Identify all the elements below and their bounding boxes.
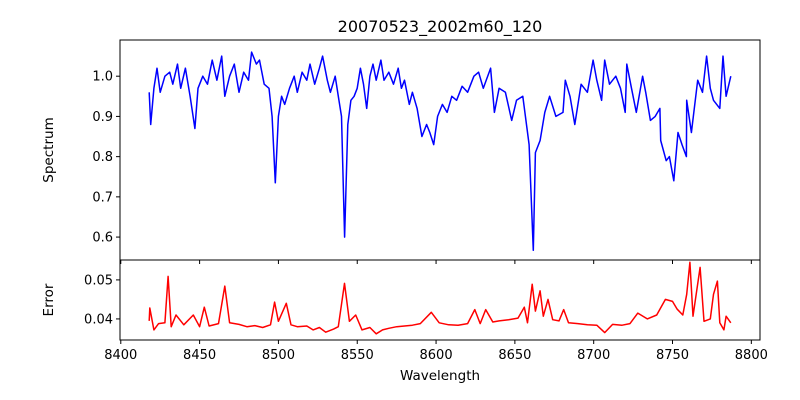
chart-title: 20070523_2002m60_120 bbox=[338, 17, 543, 37]
error-x-tick-label: 8500 bbox=[262, 348, 295, 363]
x-axis-label: Wavelength bbox=[400, 368, 480, 384]
spectrum-y-tick-label: 1.0 bbox=[92, 70, 113, 85]
error-x-tick-label: 8400 bbox=[104, 348, 137, 363]
error-axes-frame bbox=[119, 259, 761, 341]
spectrum-y-tick-label: 0.6 bbox=[92, 231, 113, 246]
error-panel: 0.04 0.05 8400 8450 8500 8550 8600 8650 8700 8750… bbox=[84, 259, 768, 363]
error-x-tick-label: 8450 bbox=[183, 348, 216, 363]
error-x-tick-label: 8600 bbox=[420, 348, 453, 363]
error-y-axis-label: Error bbox=[41, 283, 57, 316]
error-series-line bbox=[148, 261, 732, 335]
error-y-tick-label: 0.04 bbox=[84, 312, 113, 327]
error-x-tick-label: 8550 bbox=[341, 348, 374, 363]
spectrum-series-line bbox=[148, 51, 732, 252]
spectrum-y-tick-label: 0.7 bbox=[92, 190, 113, 205]
spectrum-y-axis-label: Spectrum bbox=[41, 117, 57, 182]
error-x-tick-label: 8800 bbox=[735, 348, 768, 363]
error-x-tick-label: 8650 bbox=[498, 348, 531, 363]
error-x-tick-label: 8700 bbox=[577, 348, 610, 363]
spectrum-y-tick-label: 0.8 bbox=[92, 150, 113, 165]
spectrum-y-tick-label: 0.9 bbox=[92, 110, 113, 125]
error-y-tick-label: 0.05 bbox=[84, 273, 113, 288]
error-x-tick-label: 8750 bbox=[656, 348, 689, 363]
